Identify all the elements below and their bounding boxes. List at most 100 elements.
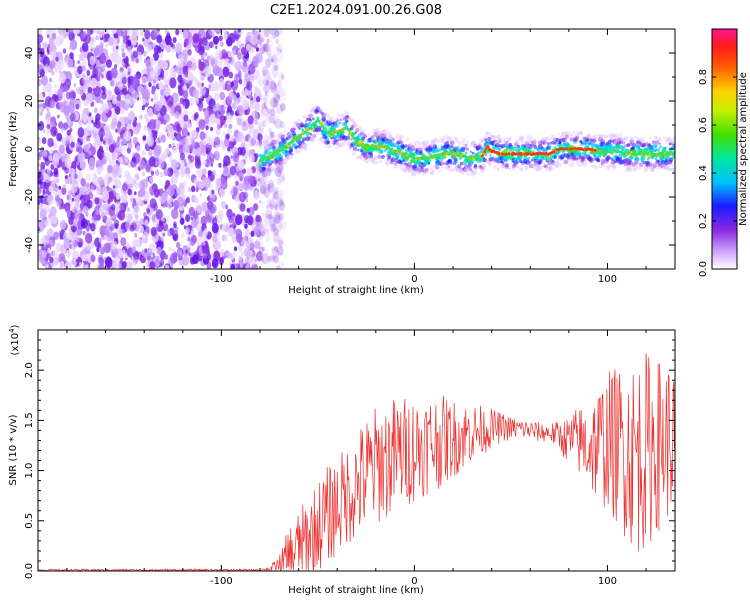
track-cell [662,136,666,140]
noise-cell [119,234,123,239]
track-cell [379,149,384,154]
noise-cell [262,43,268,52]
noise-cell [277,239,283,247]
track-cell [265,172,269,176]
noise-cell [47,111,51,117]
noise-cell [227,50,233,58]
noise-cell [266,204,270,209]
track-cell [307,136,312,141]
noise-cell [88,112,92,117]
snr-ylabel: SNR (10 * v/v) [8,414,19,485]
noise-cell [269,80,274,87]
noise-cell [266,214,270,219]
noise-cell [218,35,223,42]
noise-cell [269,131,275,138]
noise-cell [270,252,277,262]
noise-cell [52,152,60,163]
track-cell [344,115,350,120]
noise-cell [148,149,153,157]
noise-cell [280,74,285,80]
noise-cell [86,226,90,232]
track-cell [408,144,413,149]
noise-cell [246,43,251,51]
snr-xtick-label: 100 [598,576,617,587]
noise-cell [114,223,119,229]
noise-cell [266,29,270,35]
noise-cell [191,185,196,193]
track-cell [459,161,464,166]
noise-cell [260,37,265,43]
track-cell [424,167,429,172]
track-cell [318,108,323,113]
noise-cell [93,29,99,34]
noise-cell [137,122,142,129]
track-cell [267,168,272,173]
noise-cell [65,140,71,148]
noise-cell [97,176,105,187]
noise-cell [164,29,168,34]
noise-cell [244,135,249,142]
noise-cell [270,224,276,231]
track-cell [370,135,375,140]
track-cell [341,115,346,119]
track-cell [445,166,448,170]
track-cell [286,154,292,159]
noise-cell [74,173,78,179]
track-cell [515,160,519,165]
noise-cell [80,218,88,229]
noise-cell [171,208,179,220]
track-cell [419,147,423,152]
noise-cell [222,166,230,177]
noise-cell [106,59,112,68]
noise-cell [234,173,238,179]
track-cell [288,135,292,139]
track-cell [438,161,441,164]
track-cell [406,169,411,173]
track-cell [519,167,524,172]
noise-cell [148,131,153,138]
noise-cell [144,29,151,40]
track-cell [497,167,500,171]
noise-cell [191,62,197,71]
noise-cell [53,171,58,177]
noise-cell [271,54,277,64]
noise-cell [241,63,249,73]
noise-cell [230,155,233,159]
noise-cell [254,240,261,249]
track-cell [501,165,505,169]
track-cell [369,151,373,156]
noise-cell [38,34,43,44]
noise-cell [195,147,202,157]
noise-cell [275,139,279,145]
track-cell [393,163,398,169]
noise-cell [134,205,140,214]
track-cell [265,158,271,164]
noise-cell [148,243,156,254]
track-cell [654,157,658,161]
noise-cell [161,217,165,222]
spectrogram-xtick-label: -100 [210,274,233,285]
track-cell [269,141,272,144]
noise-cell [105,217,113,227]
noise-cell [42,85,48,92]
noise-cell [179,121,185,128]
track-cell [373,160,378,165]
noise-cell [273,227,279,237]
track-cell [425,171,429,175]
track-cell [643,168,648,173]
noise-cell [214,136,221,146]
track-cell [263,144,269,150]
noise-cell [141,105,145,111]
noise-cell [70,174,76,181]
noise-cell [117,209,126,221]
noise-cell [176,241,181,249]
noise-cell [107,36,114,46]
track-cell [297,126,302,130]
noise-cell [96,56,100,61]
track-cell [595,166,599,170]
noise-cell [179,79,185,87]
noise-cell [268,39,274,48]
track-cell [285,155,290,160]
track-cell [298,142,303,146]
track-cell [347,143,351,147]
